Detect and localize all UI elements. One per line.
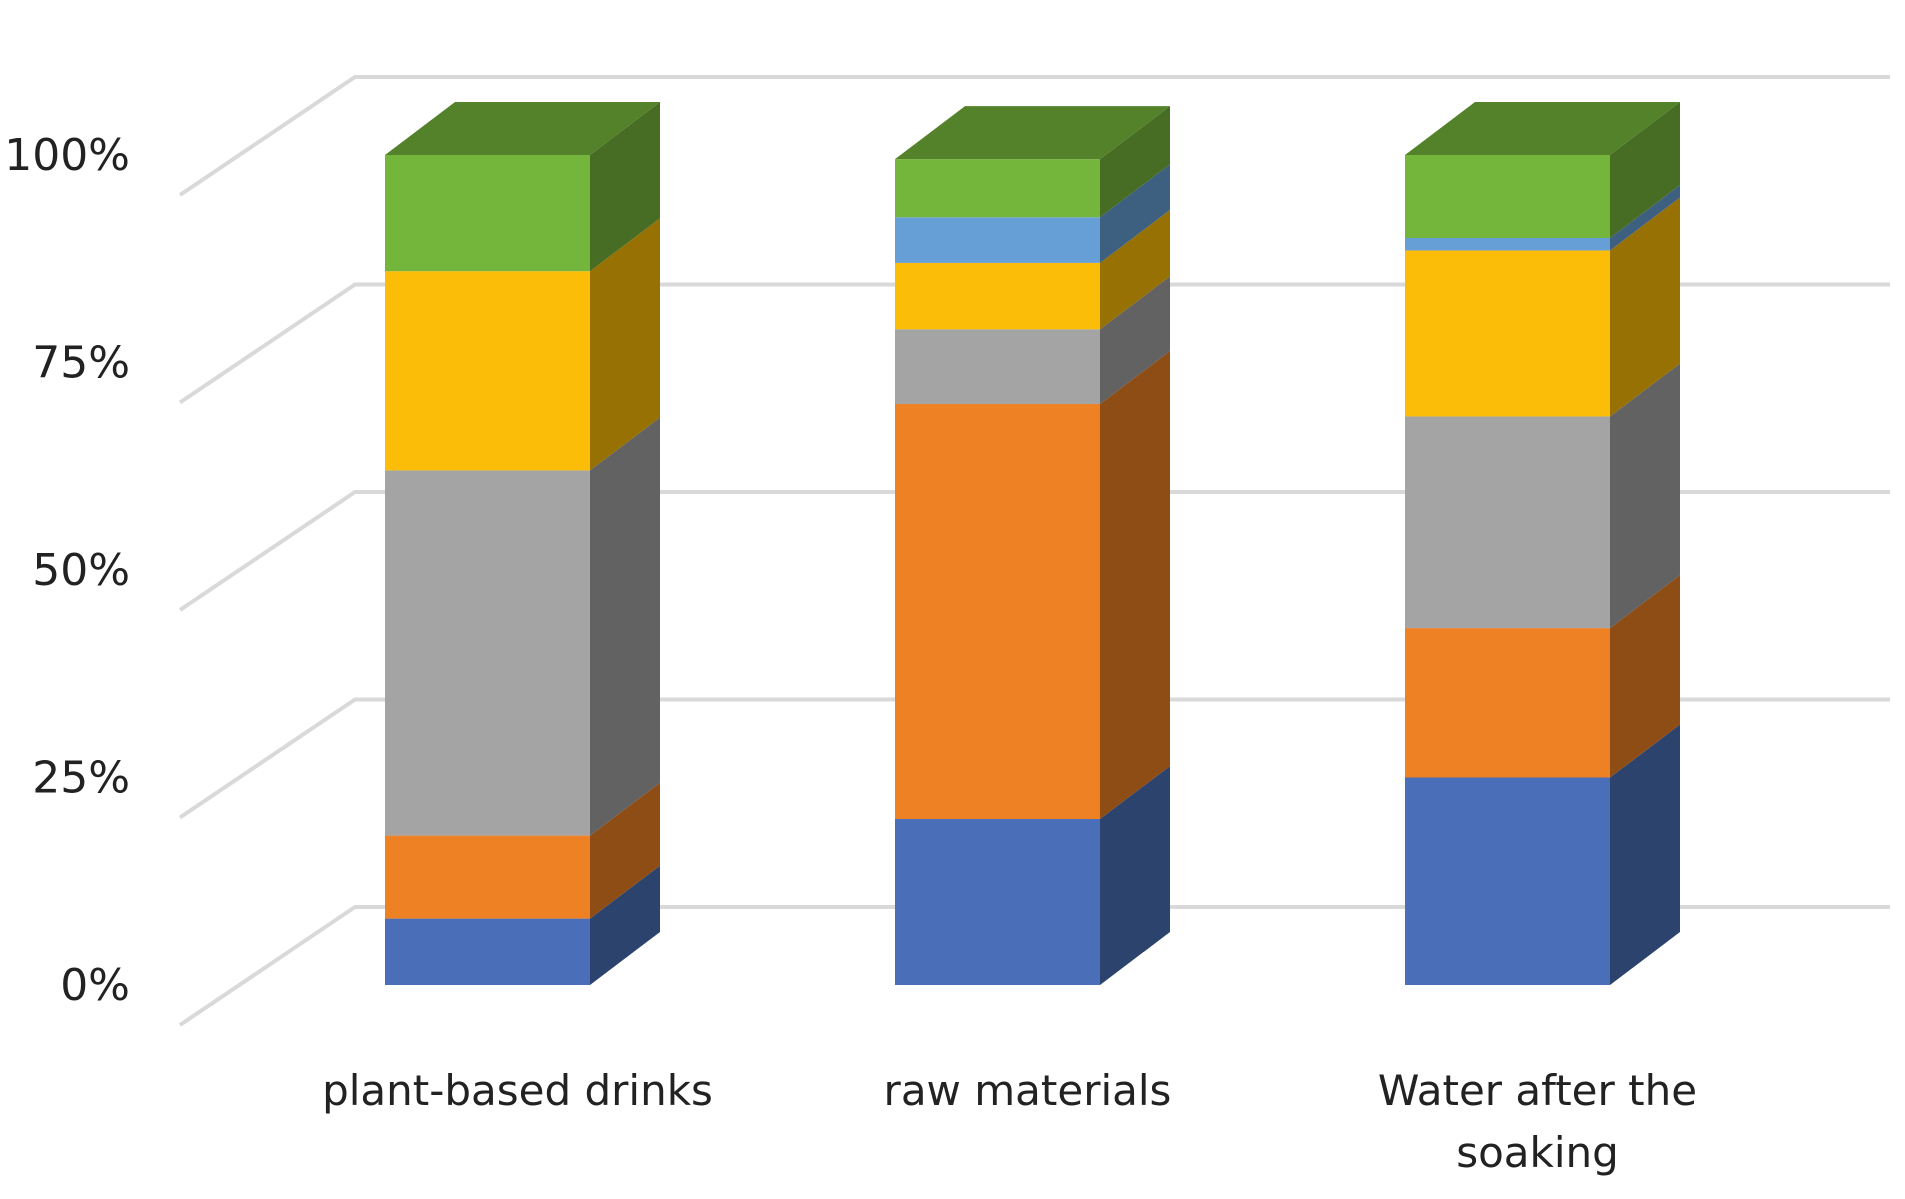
x-category-label-line: raw materials [884, 1066, 1172, 1115]
bar-segment [1405, 777, 1610, 985]
x-category-label: plant-based drinks [322, 1066, 713, 1115]
bar-segment-side [1610, 102, 1680, 238]
bar-stack [895, 106, 1170, 985]
bar-segment-side [590, 218, 660, 471]
bar-segment-side [1100, 351, 1170, 819]
bar-segment-top [895, 106, 1170, 160]
bar-stack [385, 102, 660, 985]
bars [385, 102, 1680, 985]
bar-segment-side [1100, 276, 1170, 404]
y-tick-label: 25% [32, 753, 130, 804]
y-tick-label: 0% [60, 960, 130, 1011]
bar-segment-side [590, 865, 660, 985]
bar-segment [895, 159, 1100, 218]
gridline [178, 282, 1890, 405]
bar-segment-side [1610, 575, 1680, 778]
x-category-label: Water after the soaking [1378, 1066, 1697, 1177]
x-category-label-line: soaking [1456, 1128, 1619, 1177]
bar-segment-side [590, 417, 660, 836]
x-axis-categories: plant-based drinks raw materials Water aft… [322, 1066, 1697, 1177]
bar-segment-side [1100, 766, 1170, 985]
bar-segment [385, 155, 590, 272]
bar-segment-side [1610, 197, 1680, 417]
y-tick-label: 100% [4, 130, 130, 181]
bar-segment [385, 918, 590, 985]
gridline [178, 75, 1890, 197]
bar-segment [895, 262, 1100, 330]
bar-segment-side [590, 102, 660, 272]
bar-segment [385, 470, 590, 836]
bar-segment-side [1100, 106, 1170, 218]
bar-segment [895, 217, 1100, 263]
bar-segment [895, 404, 1100, 819]
bar-segment-side [1610, 724, 1680, 985]
bar-segment-side [1610, 363, 1680, 629]
gridline [178, 490, 1890, 612]
gridlines [178, 75, 1890, 1027]
bar-segment [895, 819, 1100, 985]
gridline [178, 905, 1890, 1027]
y-tick-label: 50% [32, 545, 130, 596]
bar-segment [385, 835, 590, 919]
bar-segment-side [1100, 209, 1170, 330]
bar-segment [1405, 416, 1610, 629]
x-category-label-line: Water after the [1378, 1066, 1697, 1115]
bar-segment-side [1610, 185, 1680, 251]
bar-segment [1405, 155, 1610, 238]
gridline [178, 697, 1890, 820]
bar-segment-side [1100, 164, 1170, 263]
bar-segment [1405, 250, 1610, 417]
y-tick-label: 75% [32, 338, 130, 389]
bar-segment [895, 329, 1100, 404]
bar-stack [1405, 102, 1680, 985]
bar-segment-top [1405, 102, 1680, 155]
bar-segment [1405, 628, 1610, 778]
x-category-label-line: plant-based drinks [322, 1066, 713, 1115]
bar-segment [1405, 238, 1610, 251]
bar-segment-top [385, 102, 660, 155]
y-axis-ticks: 0% 25% 50% 75% 100% [4, 130, 130, 1011]
x-category-label: raw materials [884, 1066, 1172, 1115]
bar-segment-side [590, 782, 660, 919]
bar-segment [385, 271, 590, 471]
